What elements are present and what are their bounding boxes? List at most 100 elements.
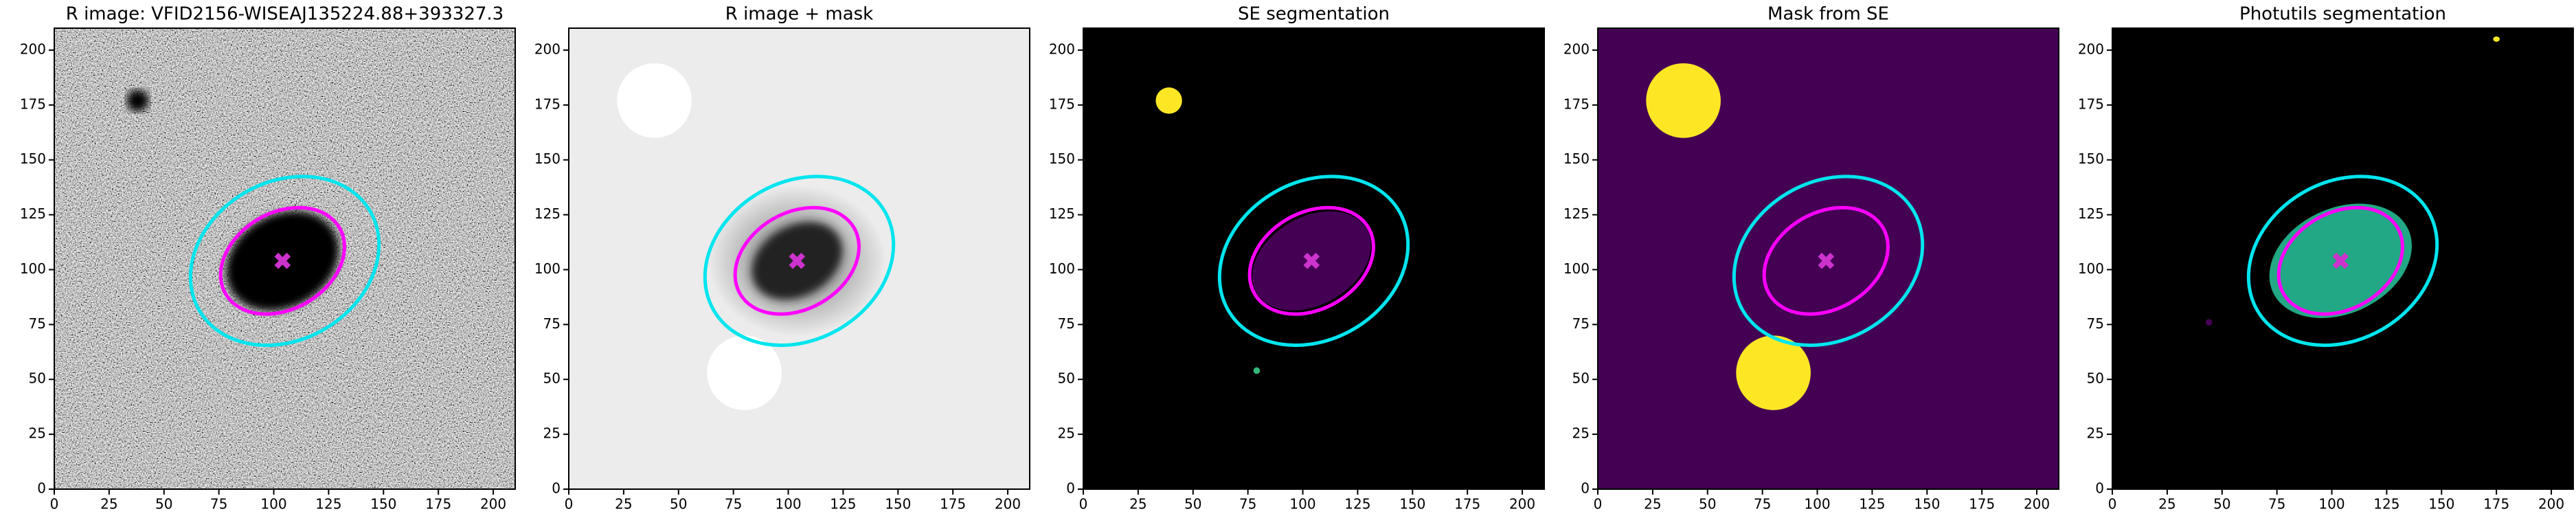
y-tick-label: 200 (20, 41, 46, 57)
segment (2493, 36, 2500, 42)
y-tick-label: 75 (543, 315, 561, 332)
y-tick-label: 125 (20, 205, 46, 222)
y-tick-label: 175 (1049, 95, 1075, 112)
x-tick-label: 50 (1699, 496, 1716, 513)
y-tick-label: 100 (20, 260, 46, 277)
panel: R image: VFID2156-WISEAJ135224.88+393327… (20, 4, 516, 513)
y-tick-label: 75 (1572, 315, 1590, 332)
axes-frame (568, 27, 1030, 490)
aperture-ellipse (2246, 174, 2439, 348)
x-tick-label: 200 (2538, 496, 2564, 513)
segment (1155, 87, 1182, 114)
x-tick-label: 25 (615, 496, 632, 513)
y-tick-label: 50 (29, 370, 46, 387)
y-tick-label: 175 (534, 95, 561, 112)
image (54, 28, 515, 489)
y-tick-label: 0 (1581, 480, 1590, 497)
y-tick-label: 25 (2087, 425, 2104, 442)
y-tick-label: 100 (2078, 260, 2104, 277)
y-tick-label: 150 (1563, 150, 1590, 167)
x-tick-label: 100 (260, 496, 286, 513)
x-tick-label: 75 (725, 496, 742, 513)
panel-title: Mask from SE (1767, 4, 1889, 25)
y-tick-label: 125 (1049, 205, 1075, 222)
axes-frame (2112, 27, 2574, 490)
x-tick-label: 75 (2268, 496, 2285, 513)
y-tick-label: 50 (1572, 370, 1590, 387)
image (1083, 28, 1544, 489)
segment (2205, 319, 2213, 326)
x-tick-label: 0 (1594, 496, 1603, 513)
y-tick-label: 25 (1058, 425, 1075, 442)
x-tick-label: 75 (1239, 496, 1256, 513)
center-marker (1303, 252, 1320, 269)
y-tick-label: 150 (20, 150, 46, 167)
x-tick-label: 50 (1184, 496, 1201, 513)
panel-title: R image: VFID2156-WISEAJ135224.88+393327… (66, 4, 504, 25)
y-tick-label: 50 (1058, 370, 1075, 387)
x-tick-label: 125 (1344, 496, 1370, 513)
x-tick-label: 50 (2213, 496, 2230, 513)
segment (1646, 63, 1721, 138)
y-tick-label: 50 (2087, 370, 2104, 387)
x-tick-label: 150 (370, 496, 396, 513)
image (2112, 28, 2573, 489)
y-tick-label: 125 (534, 205, 561, 222)
aperture-ellipse (188, 174, 381, 348)
y-tick-label: 200 (534, 41, 561, 57)
y-tick-label: 25 (1572, 425, 1590, 442)
segment (126, 89, 149, 112)
x-tick-label: 175 (940, 496, 966, 513)
y-tick-label: 175 (20, 95, 46, 112)
y-tick-label: 0 (37, 480, 46, 497)
x-tick-label: 200 (480, 496, 506, 513)
y-tick-label: 100 (1049, 260, 1075, 277)
x-tick-label: 200 (1509, 496, 1535, 513)
x-tick-label: 75 (1754, 496, 1771, 513)
x-tick-label: 100 (775, 496, 801, 513)
x-tick-label: 175 (425, 496, 451, 513)
y-tick-label: 25 (29, 425, 46, 442)
y-tick-label: 200 (1563, 41, 1590, 57)
y-tick-label: 150 (534, 150, 561, 167)
x-tick-label: 150 (2428, 496, 2454, 513)
x-tick-label: 100 (2318, 496, 2345, 513)
panel: SE segmentation 0 25 50 75 100 125 150 175 200 0 25… (1049, 4, 1545, 513)
x-tick-label: 0 (2108, 496, 2117, 513)
y-tick-label: 75 (2087, 315, 2104, 332)
image (569, 28, 1030, 489)
aperture-ellipse (218, 205, 346, 316)
y-tick-label: 150 (2078, 150, 2104, 167)
y-tick-label: 25 (543, 425, 561, 442)
x-tick-label: 200 (2024, 496, 2050, 513)
x-tick-label: 100 (1804, 496, 1830, 513)
axes-frame (54, 27, 516, 490)
image (1598, 28, 2059, 489)
panel: Mask from SE 0 25 50 75 100 125 150 175 200 0 25 50 7… (1563, 4, 2059, 513)
panel-title: Photutils segmentation (2239, 4, 2446, 25)
y-tick-label: 150 (1049, 150, 1075, 167)
y-tick-label: 50 (543, 370, 561, 387)
x-tick-label: 0 (50, 496, 59, 513)
y-tick-label: 125 (1563, 205, 1590, 222)
y-tick-label: 75 (29, 315, 46, 332)
axes-frame (1597, 27, 2059, 490)
x-tick-label: 50 (670, 496, 687, 513)
x-tick-label: 100 (1289, 496, 1315, 513)
aperture-ellipse (733, 205, 861, 316)
x-tick-label: 25 (1129, 496, 1146, 513)
center-marker (1818, 252, 1835, 269)
x-tick-label: 0 (1079, 496, 1088, 513)
segment (617, 63, 692, 138)
y-tick-label: 100 (1563, 260, 1590, 277)
y-tick-label: 200 (2078, 41, 2104, 57)
x-tick-label: 125 (1859, 496, 1885, 513)
x-tick-label: 175 (2483, 496, 2509, 513)
aperture-ellipse (1732, 174, 1925, 348)
x-tick-label: 125 (2373, 496, 2399, 513)
center-marker (274, 252, 291, 269)
panel-title: SE segmentation (1238, 4, 1390, 25)
panel: R image + mask 0 25 50 75 100 125 150 175 200 0 25 5… (534, 4, 1030, 513)
segment (1253, 367, 1261, 374)
x-tick-label: 125 (830, 496, 856, 513)
